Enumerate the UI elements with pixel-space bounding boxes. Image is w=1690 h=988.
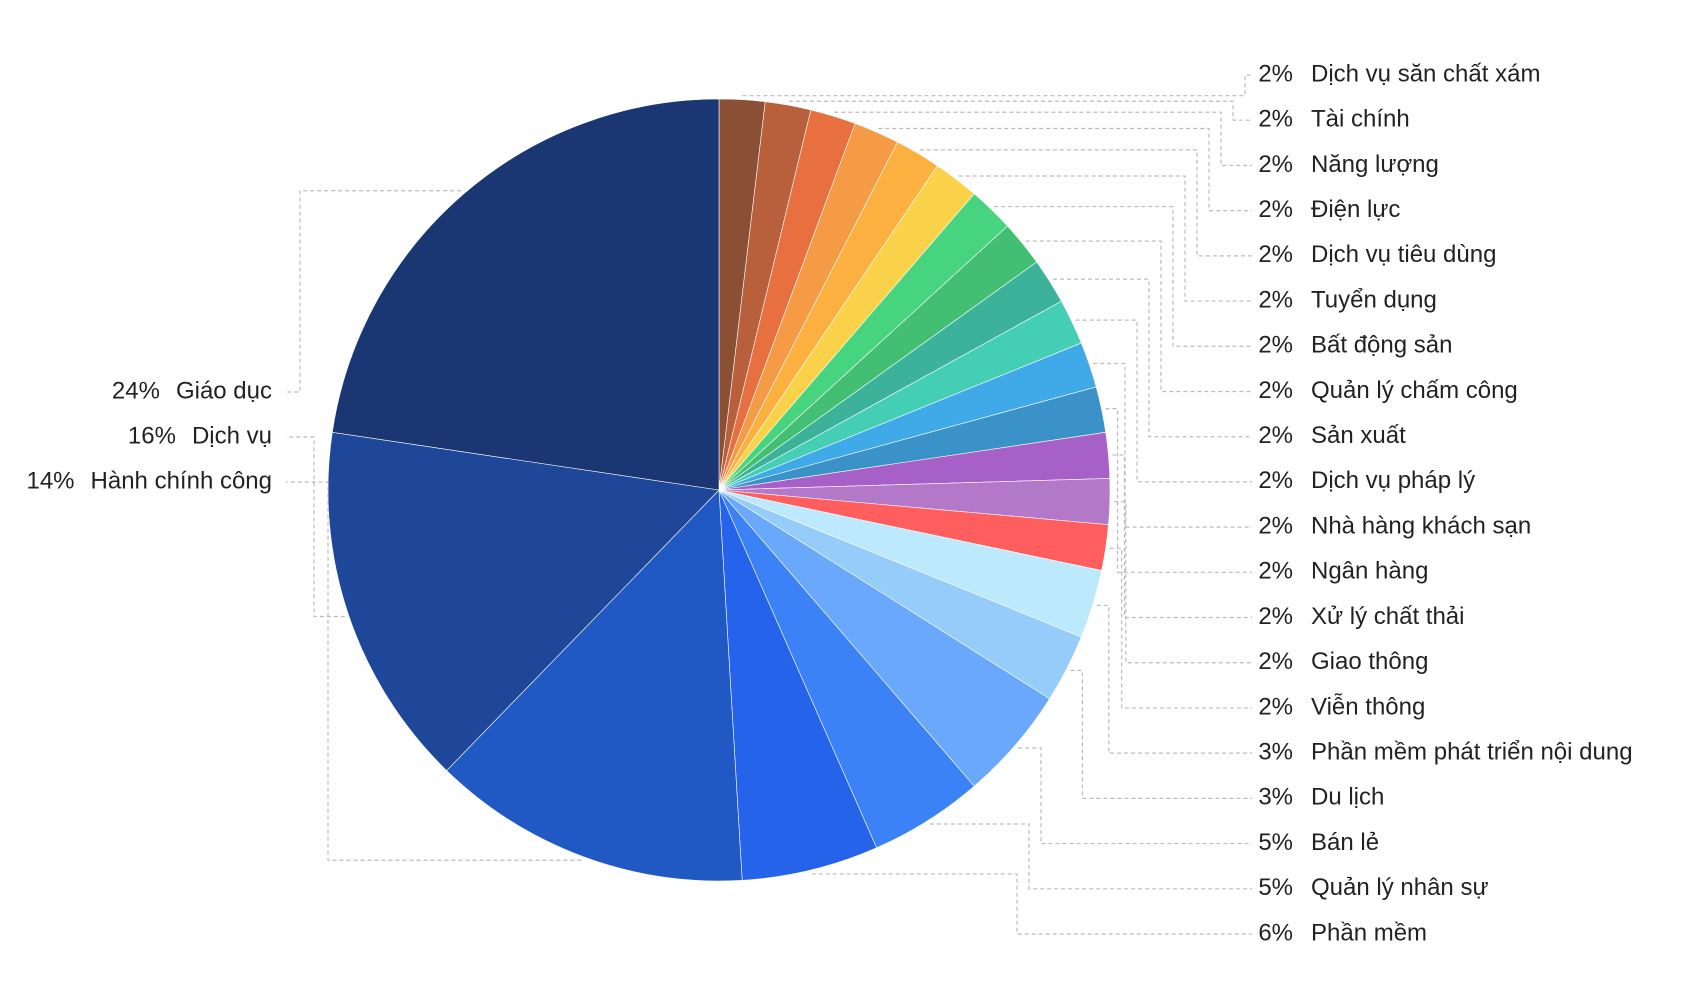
category-label: Nhà hàng khách sạn [1311, 512, 1531, 539]
category-label: Phần mềm phát triển nội dung [1311, 739, 1633, 766]
value-label: 2% [1258, 196, 1293, 223]
category-label: Du lịch [1311, 784, 1384, 811]
value-label: 5% [1258, 874, 1293, 901]
value-label: 2% [1258, 241, 1293, 268]
value-label: 2% [1258, 512, 1293, 539]
leader-line [1075, 319, 1252, 483]
value-label: 2% [1258, 106, 1293, 133]
leader-line [286, 481, 582, 861]
category-label: Dịch vụ [192, 422, 272, 449]
leader-line [788, 100, 1252, 121]
value-label: 14% [26, 467, 74, 494]
category-label: Dịch vụ tiêu dùng [1311, 241, 1496, 268]
leader-line [1109, 547, 1252, 709]
pie-slice [327, 431, 720, 771]
category-label: Quản lý nhân sự [1311, 874, 1489, 901]
value-label: 6% [1258, 919, 1293, 946]
leader-line [1070, 669, 1252, 799]
leader-line [1112, 454, 1252, 619]
leader-line [811, 873, 1252, 935]
leader-line [878, 127, 1252, 212]
category-label: Dịch vụ săn chất xám [1311, 60, 1540, 87]
value-label: 3% [1258, 739, 1293, 766]
category-label: Ngân hàng [1311, 558, 1428, 585]
leader-line [919, 149, 1252, 257]
leader-line [1093, 362, 1252, 528]
category-label: Dịch vụ pháp lý [1311, 467, 1475, 494]
category-label: Xử lý chất thải [1311, 603, 1464, 630]
value-label: 2% [1258, 422, 1293, 449]
leader-line [929, 823, 1252, 890]
leader-line [958, 175, 1252, 302]
category-label: Tài chính [1311, 106, 1410, 133]
leader-line [1096, 604, 1252, 754]
leader-line [742, 74, 1252, 97]
value-label: 2% [1258, 151, 1293, 178]
value-label: 2% [1258, 648, 1293, 675]
value-label: 2% [1258, 332, 1293, 359]
leader-line [1025, 240, 1252, 393]
category-label: Tuyển dụng [1311, 286, 1437, 313]
value-label: 2% [1258, 60, 1293, 87]
value-label: 2% [1258, 467, 1293, 494]
value-label: 24% [112, 377, 160, 404]
category-label: Quản lý chấm công [1311, 377, 1518, 404]
value-label: 2% [1258, 377, 1293, 404]
leader-line [1105, 408, 1252, 573]
value-label: 2% [1258, 603, 1293, 630]
value-label: 2% [1258, 286, 1293, 313]
category-label: Giao thông [1311, 648, 1428, 675]
leader-line [1018, 747, 1252, 845]
category-label: Năng lượng [1311, 151, 1439, 178]
pie-slice [446, 489, 743, 882]
pie-slice [331, 98, 720, 491]
value-label: 2% [1258, 693, 1293, 720]
value-label: 5% [1258, 829, 1293, 856]
leader-line [286, 436, 345, 618]
value-label: 3% [1258, 784, 1293, 811]
category-label: Phần mềm [1311, 919, 1427, 946]
category-label: Bán lẻ [1311, 829, 1379, 856]
category-label: Viễn thông [1311, 693, 1425, 720]
leader-line [1113, 501, 1252, 664]
leader-line [834, 111, 1252, 167]
category-label: Điện lực [1311, 196, 1400, 223]
pie-slice [718, 489, 878, 881]
category-label: Bất động sản [1311, 332, 1452, 359]
category-label: Giáo dục [176, 377, 272, 404]
category-label: Sản xuất [1311, 422, 1406, 449]
value-label: 16% [128, 422, 176, 449]
leader-line [994, 205, 1252, 347]
value-label: 2% [1258, 558, 1293, 585]
leader-line [286, 190, 462, 393]
category-label: Hành chính công [91, 467, 272, 494]
